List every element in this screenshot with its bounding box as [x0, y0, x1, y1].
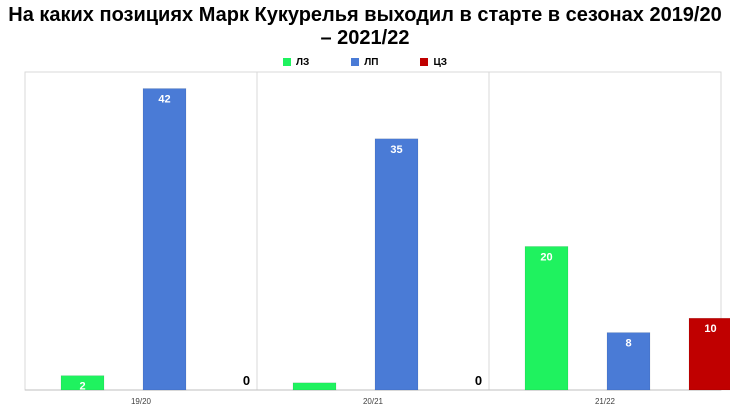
bar — [524, 246, 569, 391]
x-tick-label: 21/22 — [595, 397, 616, 406]
data-label: 20 — [540, 251, 552, 263]
legend-swatch-lz — [282, 58, 291, 66]
legend-label-cz: ЦЗ — [433, 56, 448, 68]
legend-swatch-lp — [351, 58, 360, 66]
legend-label-lz: ЛЗ — [295, 56, 310, 68]
x-tick-label: 19/20 — [131, 397, 152, 406]
bar — [60, 375, 105, 391]
data-label: 35 — [390, 144, 402, 156]
bar — [606, 332, 651, 391]
data-label: 8 — [625, 338, 631, 350]
legend-item-lz: ЛЗ — [282, 55, 310, 69]
data-label: 2 — [79, 381, 85, 393]
legend-swatch-cz — [420, 58, 429, 66]
chart-title: На каких позициях Марк Кукурелья выходил… — [8, 4, 722, 49]
bar — [292, 382, 337, 391]
bar — [688, 317, 730, 391]
legend-label-lp: ЛП — [364, 56, 379, 68]
bar — [374, 138, 419, 391]
data-label: 0 — [243, 373, 250, 388]
bar — [142, 88, 187, 391]
x-tick-label: 20/21 — [363, 397, 384, 406]
data-label: 10 — [704, 323, 716, 335]
legend-item-cz: ЦЗ — [420, 55, 447, 69]
data-label: 42 — [158, 94, 170, 106]
data-label: 0 — [475, 373, 482, 388]
legend: ЛЗ ЛП ЦЗ — [0, 55, 730, 69]
legend-item-lp: ЛП — [351, 55, 378, 69]
